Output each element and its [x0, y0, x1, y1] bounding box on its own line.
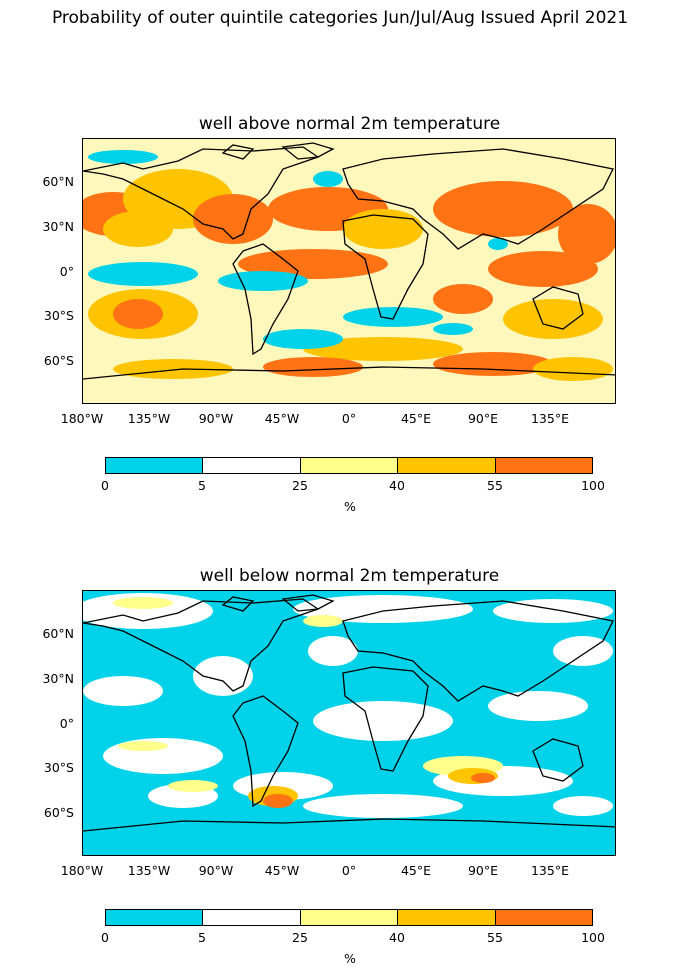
panel-title: well below normal 2m temperature — [199, 566, 500, 586]
map-canvas-below — [83, 591, 615, 855]
ytick-label: 30°N — [42, 671, 74, 686]
colorbar-unit: % — [344, 499, 356, 514]
ytick-label: 0° — [59, 716, 74, 731]
colorbar-segment — [398, 458, 496, 473]
colorbar-tick-label: 55 — [487, 478, 503, 493]
low-probability-fill-above — [88, 150, 508, 349]
xtick-label: 0° — [341, 863, 357, 878]
colorbar-tick-label: 25 — [292, 478, 308, 493]
figure-title: Probability of outer quintile categories… — [51, 8, 629, 28]
map-canvas-above — [83, 139, 615, 403]
ytick-label: 0° — [59, 264, 74, 279]
xtick-label: 135°W — [127, 863, 171, 878]
coastlines-above — [83, 142, 615, 380]
colorbar-segment — [495, 910, 593, 925]
xtick-label: 135°E — [530, 863, 569, 878]
colorbar-tick-label: 55 — [487, 930, 503, 945]
colorbar-segment — [495, 458, 593, 473]
colorbar-segment — [398, 910, 496, 925]
colorbar — [105, 909, 593, 926]
xtick-label: 180°W — [60, 411, 104, 426]
colorbar-segment — [203, 910, 301, 925]
colorbar-tick-label: 5 — [198, 478, 206, 493]
colorbar-tick-label: 25 — [292, 930, 308, 945]
xtick-label: 135°E — [530, 411, 569, 426]
colorbar-tick-label: 40 — [389, 478, 405, 493]
high-probability-fill-below — [113, 597, 503, 808]
ytick-label: 30°S — [43, 760, 74, 775]
colorbar-tick-label: 100 — [581, 930, 605, 945]
ytick-label: 60°N — [42, 626, 74, 641]
colorbar-unit: % — [344, 951, 356, 966]
ytick-label: 60°S — [43, 353, 74, 368]
xtick-label: 45°E — [400, 411, 432, 426]
ytick-label: 30°S — [43, 308, 74, 323]
xtick-label: 90°E — [467, 863, 499, 878]
colorbar-tick-label: 5 — [198, 930, 206, 945]
colorbar-tick-label: 0 — [101, 930, 109, 945]
xtick-label: 45°W — [264, 411, 300, 426]
ytick-label: 60°N — [42, 174, 74, 189]
colorbar-segment — [106, 910, 204, 925]
xtick-label: 90°E — [467, 411, 499, 426]
panel-title: well above normal 2m temperature — [198, 114, 501, 134]
colorbar-tick-label: 0 — [101, 478, 109, 493]
coastlines-below — [83, 594, 615, 832]
probability-fill-above — [83, 169, 615, 381]
xtick-label: 45°E — [400, 863, 432, 878]
colorbar-segment — [203, 458, 301, 473]
xtick-label: 90°W — [198, 411, 234, 426]
xtick-label: 0° — [341, 411, 357, 426]
map-well-above — [82, 138, 616, 404]
colorbar — [105, 457, 593, 474]
colorbar-segment — [300, 458, 399, 473]
xtick-label: 135°W — [127, 411, 171, 426]
colorbar-tick-label: 100 — [581, 478, 605, 493]
xtick-label: 180°W — [60, 863, 104, 878]
xtick-label: 90°W — [198, 863, 234, 878]
ytick-label: 60°S — [43, 805, 74, 820]
map-well-below — [82, 590, 616, 856]
colorbar-tick-label: 40 — [389, 930, 405, 945]
xtick-label: 45°W — [264, 863, 300, 878]
colorbar-segment — [300, 910, 399, 925]
ytick-label: 30°N — [42, 219, 74, 234]
colorbar-segment — [106, 458, 204, 473]
